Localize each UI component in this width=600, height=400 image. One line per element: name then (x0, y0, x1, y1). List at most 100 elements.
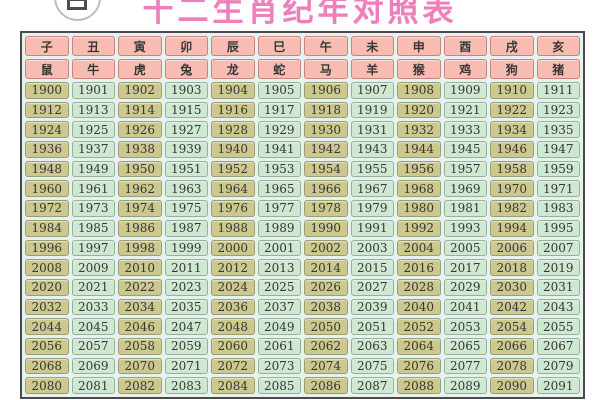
document-icon (67, 0, 87, 10)
year-cell: 2024 (211, 278, 255, 296)
year-cell: 1922 (490, 101, 534, 119)
year-cell: 2060 (211, 337, 255, 355)
year-cell: 2091 (536, 377, 580, 394)
year-cell: 2059 (164, 337, 208, 355)
year-cell: 1991 (350, 219, 394, 237)
table-row: 1984 1985 1986 1987 1988 1989 1990 1991 1992 1993… (25, 219, 580, 237)
year-cell: 1917 (257, 101, 301, 119)
year-cell: 2033 (71, 298, 115, 316)
year-cell: 1954 (304, 160, 348, 178)
year-cell: 1910 (490, 82, 534, 99)
year-cell: 2061 (257, 337, 301, 355)
year-cell: 1992 (397, 219, 441, 237)
year-cell: 2072 (211, 357, 255, 375)
year-cell: 1923 (536, 101, 580, 119)
year-cell: 2047 (164, 318, 208, 335)
year-cell: 1974 (118, 200, 162, 217)
year-cell: 1959 (536, 160, 580, 178)
year-cell: 2069 (71, 357, 115, 375)
year-cell: 1936 (25, 141, 69, 158)
year-cell: 2077 (443, 357, 487, 375)
year-cell: 2085 (257, 377, 301, 394)
year-cell: 1903 (164, 82, 208, 99)
year-cell: 1996 (25, 239, 69, 257)
year-cell: 2067 (536, 337, 580, 355)
year-cell: 1916 (211, 101, 255, 119)
year-cell: 2038 (304, 298, 348, 316)
year-cell: 1982 (490, 200, 534, 217)
zodiac-table-body: 子丑寅卯辰巳午未申酉戌亥鼠牛虎兔龙蛇马羊猴鸡狗猪 1900 1901 1902 1903… (25, 36, 580, 394)
year-cell: 2019 (536, 259, 580, 276)
year-cell: 2074 (304, 357, 348, 375)
year-cell: 1968 (397, 180, 441, 198)
animal-header-cell: 牛 (71, 59, 115, 79)
year-cell: 1964 (211, 180, 255, 198)
year-cell: 1909 (443, 82, 487, 99)
year-cell: 2088 (397, 377, 441, 394)
year-cell: 1960 (25, 180, 69, 198)
table-row: 1948 1949 1950 1951 1952 1953 1954 1955 1956 1957… (25, 160, 580, 178)
animal-header-cell: 猪 (536, 59, 580, 79)
year-cell: 1993 (443, 219, 487, 237)
year-cell: 1919 (350, 101, 394, 119)
year-cell: 2032 (25, 298, 69, 316)
year-cell: 1920 (397, 101, 441, 119)
year-cell: 1987 (164, 219, 208, 237)
year-cell: 2031 (536, 278, 580, 296)
year-cell: 1990 (304, 219, 348, 237)
year-cell: 1956 (397, 160, 441, 178)
year-cell: 2001 (257, 239, 301, 257)
year-cell: 1988 (211, 219, 255, 237)
year-cell: 1947 (536, 141, 580, 158)
year-cell: 1972 (25, 200, 69, 217)
year-cell: 1966 (304, 180, 348, 198)
year-cell: 2006 (490, 239, 534, 257)
year-cell: 1940 (211, 141, 255, 158)
branch-header-cell: 午 (304, 36, 348, 56)
year-cell: 2081 (71, 377, 115, 394)
year-cell: 2014 (304, 259, 348, 276)
year-cell: 1977 (257, 200, 301, 217)
year-cell: 2083 (164, 377, 208, 394)
table-row: 1912 1913 1914 1915 1916 1917 1918 1919 1920 1921… (25, 101, 580, 119)
year-cell: 1931 (350, 121, 394, 139)
year-cell: 2009 (71, 259, 115, 276)
year-cell: 1971 (536, 180, 580, 198)
year-cell: 2037 (257, 298, 301, 316)
year-cell: 1948 (25, 160, 69, 178)
year-cell: 2000 (211, 239, 255, 257)
year-cell: 1985 (71, 219, 115, 237)
branch-header-cell: 亥 (536, 36, 580, 56)
year-cell: 1924 (25, 121, 69, 139)
branch-header-cell: 子 (25, 36, 69, 56)
year-cell: 2015 (350, 259, 394, 276)
table-row: 子丑寅卯辰巳午未申酉戌亥 (25, 36, 580, 56)
year-cell: 1933 (443, 121, 487, 139)
year-cell: 1962 (118, 180, 162, 198)
year-cell: 1929 (257, 121, 301, 139)
year-cell: 2039 (350, 298, 394, 316)
year-cell: 1978 (304, 200, 348, 217)
year-cell: 1952 (211, 160, 255, 178)
year-cell: 2079 (536, 357, 580, 375)
table-row: 1996 1997 1998 1999 2000 2001 2002 2003 2004 2005… (25, 239, 580, 257)
table-row: 2008 2009 2010 2011 2012 2013 2014 2015 2016 2017… (25, 259, 580, 276)
year-cell: 2056 (25, 337, 69, 355)
branch-header-cell: 未 (350, 36, 394, 56)
year-cell: 1939 (164, 141, 208, 158)
branch-header-cell: 卯 (164, 36, 208, 56)
year-cell: 1975 (164, 200, 208, 217)
year-cell: 2027 (350, 278, 394, 296)
year-cell: 2028 (397, 278, 441, 296)
year-cell: 2005 (443, 239, 487, 257)
year-cell: 1999 (164, 239, 208, 257)
animal-header-cell: 鼠 (25, 59, 69, 79)
year-cell: 1900 (25, 82, 69, 99)
year-cell: 1926 (118, 121, 162, 139)
year-cell: 2044 (25, 318, 69, 335)
year-cell: 1967 (350, 180, 394, 198)
year-cell: 1998 (118, 239, 162, 257)
year-cell: 2042 (490, 298, 534, 316)
year-cell: 2058 (118, 337, 162, 355)
year-cell: 2029 (443, 278, 487, 296)
